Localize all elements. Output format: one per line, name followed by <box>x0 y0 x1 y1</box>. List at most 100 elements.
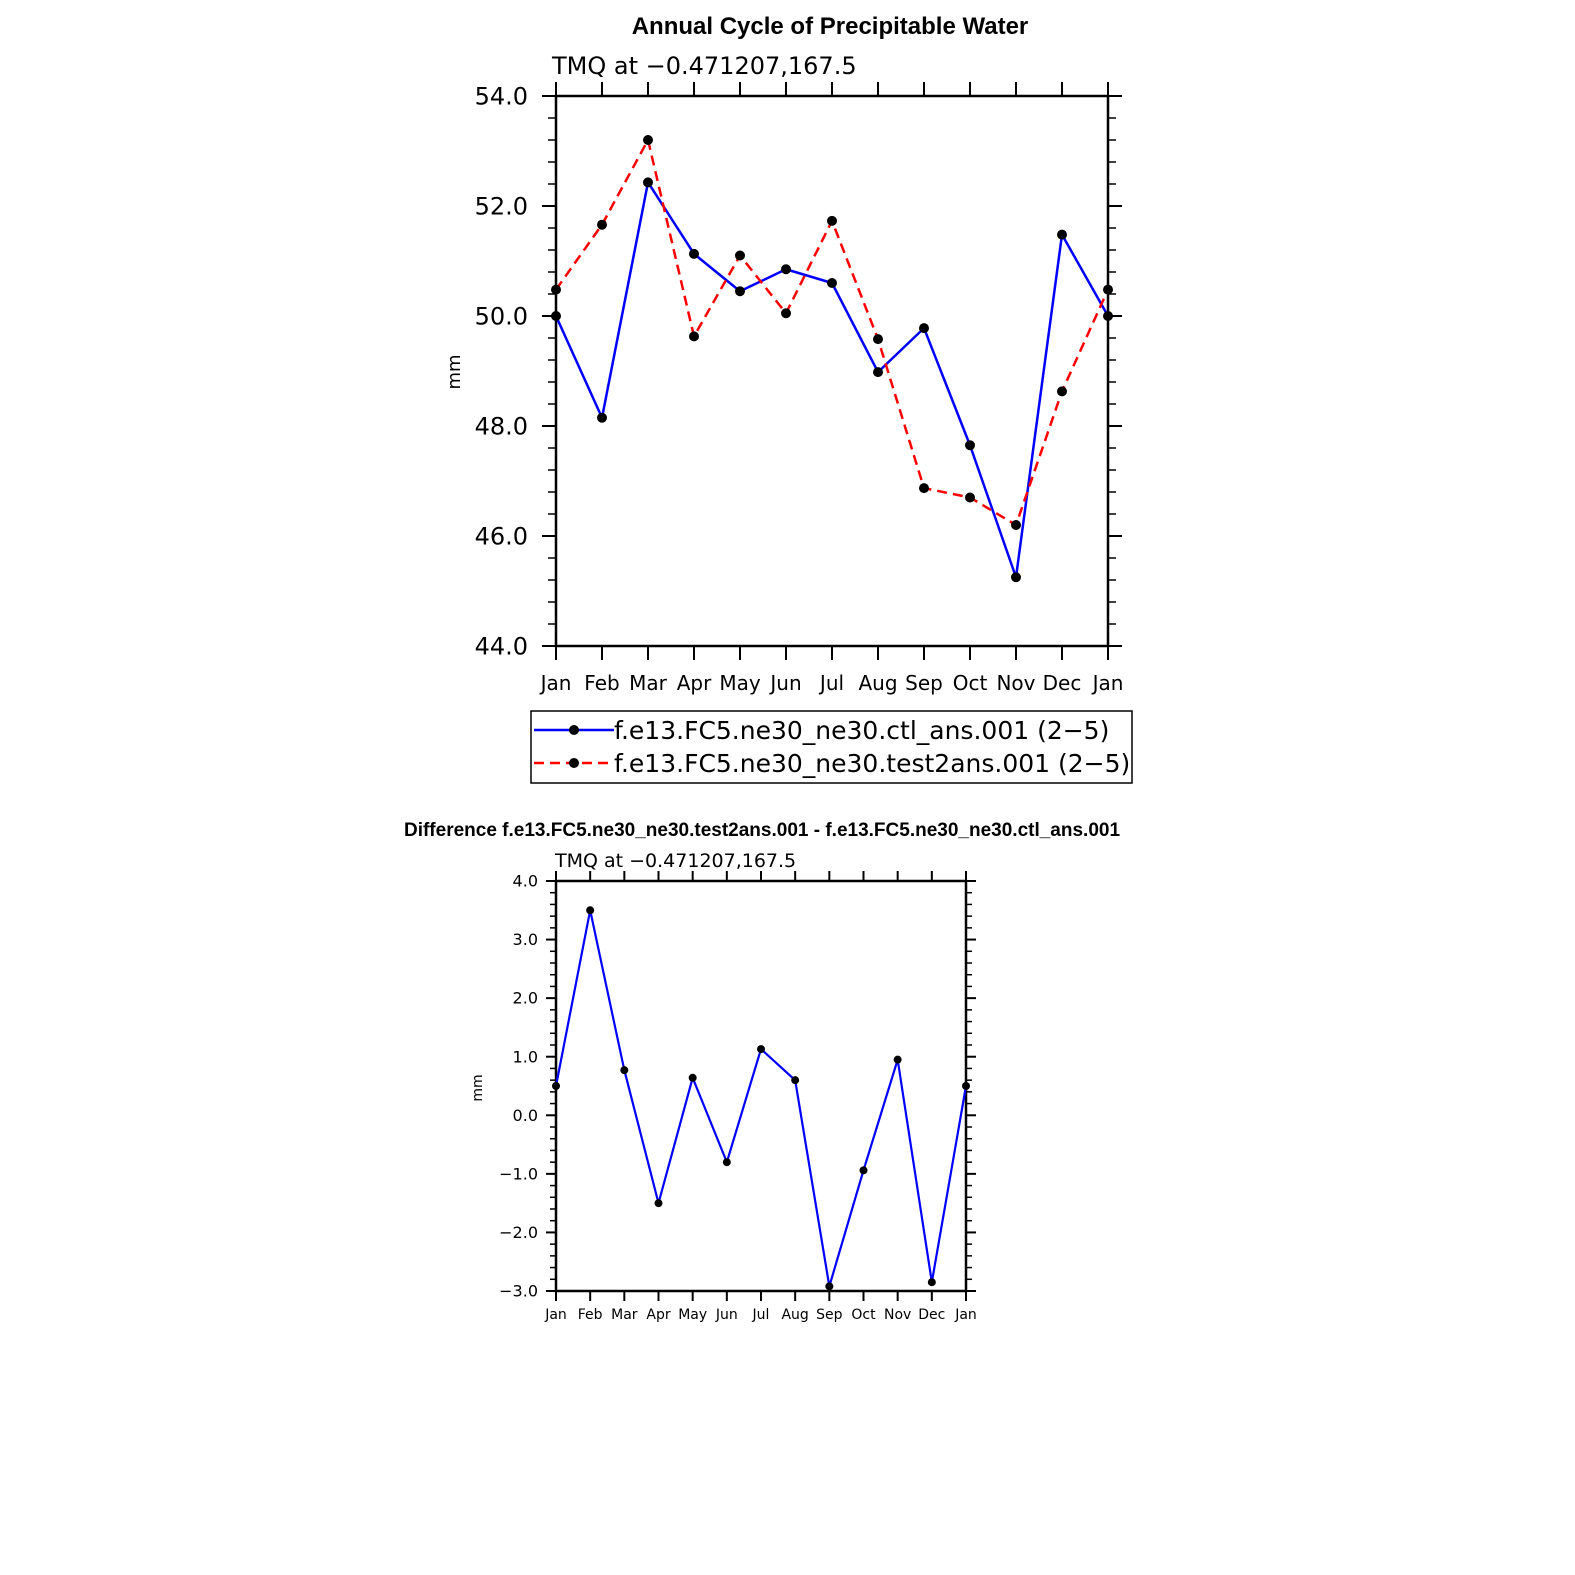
data-point <box>827 278 837 288</box>
y-tick-label: −1.0 <box>499 1164 538 1183</box>
legend-marker-ctl <box>569 725 579 735</box>
chart-subtitle: TMQ at −0.471207,167.5 <box>554 850 796 872</box>
y-tick-label: 0.0 <box>513 1106 538 1125</box>
y-tick-label: 44.0 <box>475 632 528 660</box>
legend-box <box>530 710 1133 784</box>
data-point <box>620 1066 629 1075</box>
plot-frame <box>554 879 968 1293</box>
x-tick-label: Jan <box>544 1307 567 1323</box>
data-point <box>689 331 699 342</box>
data-point <box>551 284 561 295</box>
data-point <box>643 177 653 188</box>
x-tick-label: May <box>678 1307 707 1323</box>
data-point <box>781 264 791 275</box>
y-tick-label: 46.0 <box>475 522 528 550</box>
x-tick-label: Mar <box>629 671 668 695</box>
x-tick-label: Jun <box>715 1307 738 1323</box>
data-point <box>781 308 791 319</box>
series-line-2 <box>554 138 1110 527</box>
data-point <box>873 367 883 378</box>
x-tick-label: Aug <box>781 1307 808 1323</box>
series-line-1 <box>554 909 968 1288</box>
x-tick-label: Oct <box>851 1307 876 1323</box>
data-point <box>552 1082 560 1090</box>
legend-label-ctl: f.e13.FC5.ne30_ne30.ctl_ans.001 (2−5) <box>614 716 1109 745</box>
data-point <box>722 1158 731 1167</box>
x-tick-label: Apr <box>646 1307 670 1323</box>
data-point <box>962 1082 970 1090</box>
y-tick-label: 3.0 <box>513 930 538 949</box>
data-point <box>689 248 699 259</box>
axis-ticks: Jan Feb Mar Apr May Jun Jul Aug Sep Oct Nov Dec Jan−… <box>499 871 977 1323</box>
data-point <box>735 250 745 261</box>
data-point <box>825 1282 834 1291</box>
x-tick-label: Aug <box>858 671 897 695</box>
axis-ticks: Jan Feb Mar Apr May Jun Jul Aug Sep Oct Nov Dec Jan 4… <box>475 82 1124 695</box>
data-point <box>643 135 653 145</box>
legend-label-test2: f.e13.FC5.ne30_ne30.test2ans.001 (2−5) <box>614 749 1130 778</box>
y-tick-label: −3.0 <box>499 1282 538 1301</box>
x-tick-label: Apr <box>677 671 712 695</box>
x-tick-label: Dec <box>1043 671 1082 695</box>
series-group <box>552 906 970 1291</box>
x-tick-label: Jan <box>954 1307 977 1323</box>
chart-title: Annual Cycle of Precipitable Water <box>632 13 1029 40</box>
legend-marker-test2 <box>569 758 579 768</box>
data-point <box>1011 572 1021 583</box>
data-point <box>859 1166 868 1175</box>
x-tick-label: Feb <box>578 1307 603 1323</box>
data-point <box>597 219 607 230</box>
x-tick-label: Jul <box>818 671 844 695</box>
data-point <box>1057 229 1067 240</box>
data-point <box>919 323 929 334</box>
data-point <box>965 440 975 451</box>
data-point <box>965 492 975 503</box>
x-tick-label: Dec <box>918 1307 945 1323</box>
plot-frame <box>554 94 1110 648</box>
legend: f.e13.FC5.ne30_ne30.ctl_ans.001 (2−5) f.… <box>530 710 1133 784</box>
x-tick-label: Sep <box>816 1307 843 1323</box>
data-point <box>654 1199 663 1208</box>
annual-cycle-chart: Annual Cycle of Precipitable Water TMQ a… <box>444 13 1133 784</box>
data-point <box>757 1045 765 1054</box>
y-axis-label: mm <box>470 1074 486 1101</box>
y-tick-label: 2.0 <box>513 989 538 1008</box>
x-tick-label: Jun <box>768 671 801 695</box>
x-tick-label: Mar <box>611 1307 638 1323</box>
series-line-1 <box>554 181 1110 579</box>
x-tick-label: Jan <box>1091 671 1124 695</box>
data-point <box>735 286 745 297</box>
data-point <box>873 334 883 345</box>
x-tick-label: Nov <box>996 671 1035 695</box>
data-point <box>1057 386 1067 397</box>
y-tick-label: 52.0 <box>475 192 528 220</box>
data-point <box>586 906 595 915</box>
x-tick-label: Nov <box>884 1307 911 1323</box>
data-point <box>1011 520 1021 530</box>
data-point <box>688 1073 697 1082</box>
y-tick-label: 1.0 <box>513 1047 538 1066</box>
y-tick-label: −2.0 <box>499 1223 538 1242</box>
x-tick-label: May <box>719 671 761 695</box>
y-tick-label: 4.0 <box>513 872 538 891</box>
difference-chart: Difference f.e13.FC5.ne30_ne30.test2ans.… <box>404 820 1120 1323</box>
data-point <box>597 412 607 423</box>
data-point <box>893 1055 902 1064</box>
chart-subtitle: TMQ at −0.471207,167.5 <box>551 52 857 80</box>
data-point <box>919 483 929 494</box>
y-tick-label: 48.0 <box>475 412 528 440</box>
data-point <box>1103 284 1113 295</box>
series-group <box>551 135 1113 583</box>
x-tick-label: Jul <box>752 1307 770 1323</box>
data-point <box>791 1076 800 1085</box>
x-tick-label: Jan <box>539 671 572 695</box>
data-point <box>551 311 561 321</box>
y-tick-label: 54.0 <box>475 82 528 110</box>
data-point <box>1103 311 1113 321</box>
data-point <box>927 1278 936 1287</box>
data-point <box>827 215 837 226</box>
x-tick-label: Feb <box>584 671 619 695</box>
chart-title: Difference f.e13.FC5.ne30_ne30.test2ans.… <box>404 820 1120 841</box>
y-tick-label: 50.0 <box>475 302 528 330</box>
